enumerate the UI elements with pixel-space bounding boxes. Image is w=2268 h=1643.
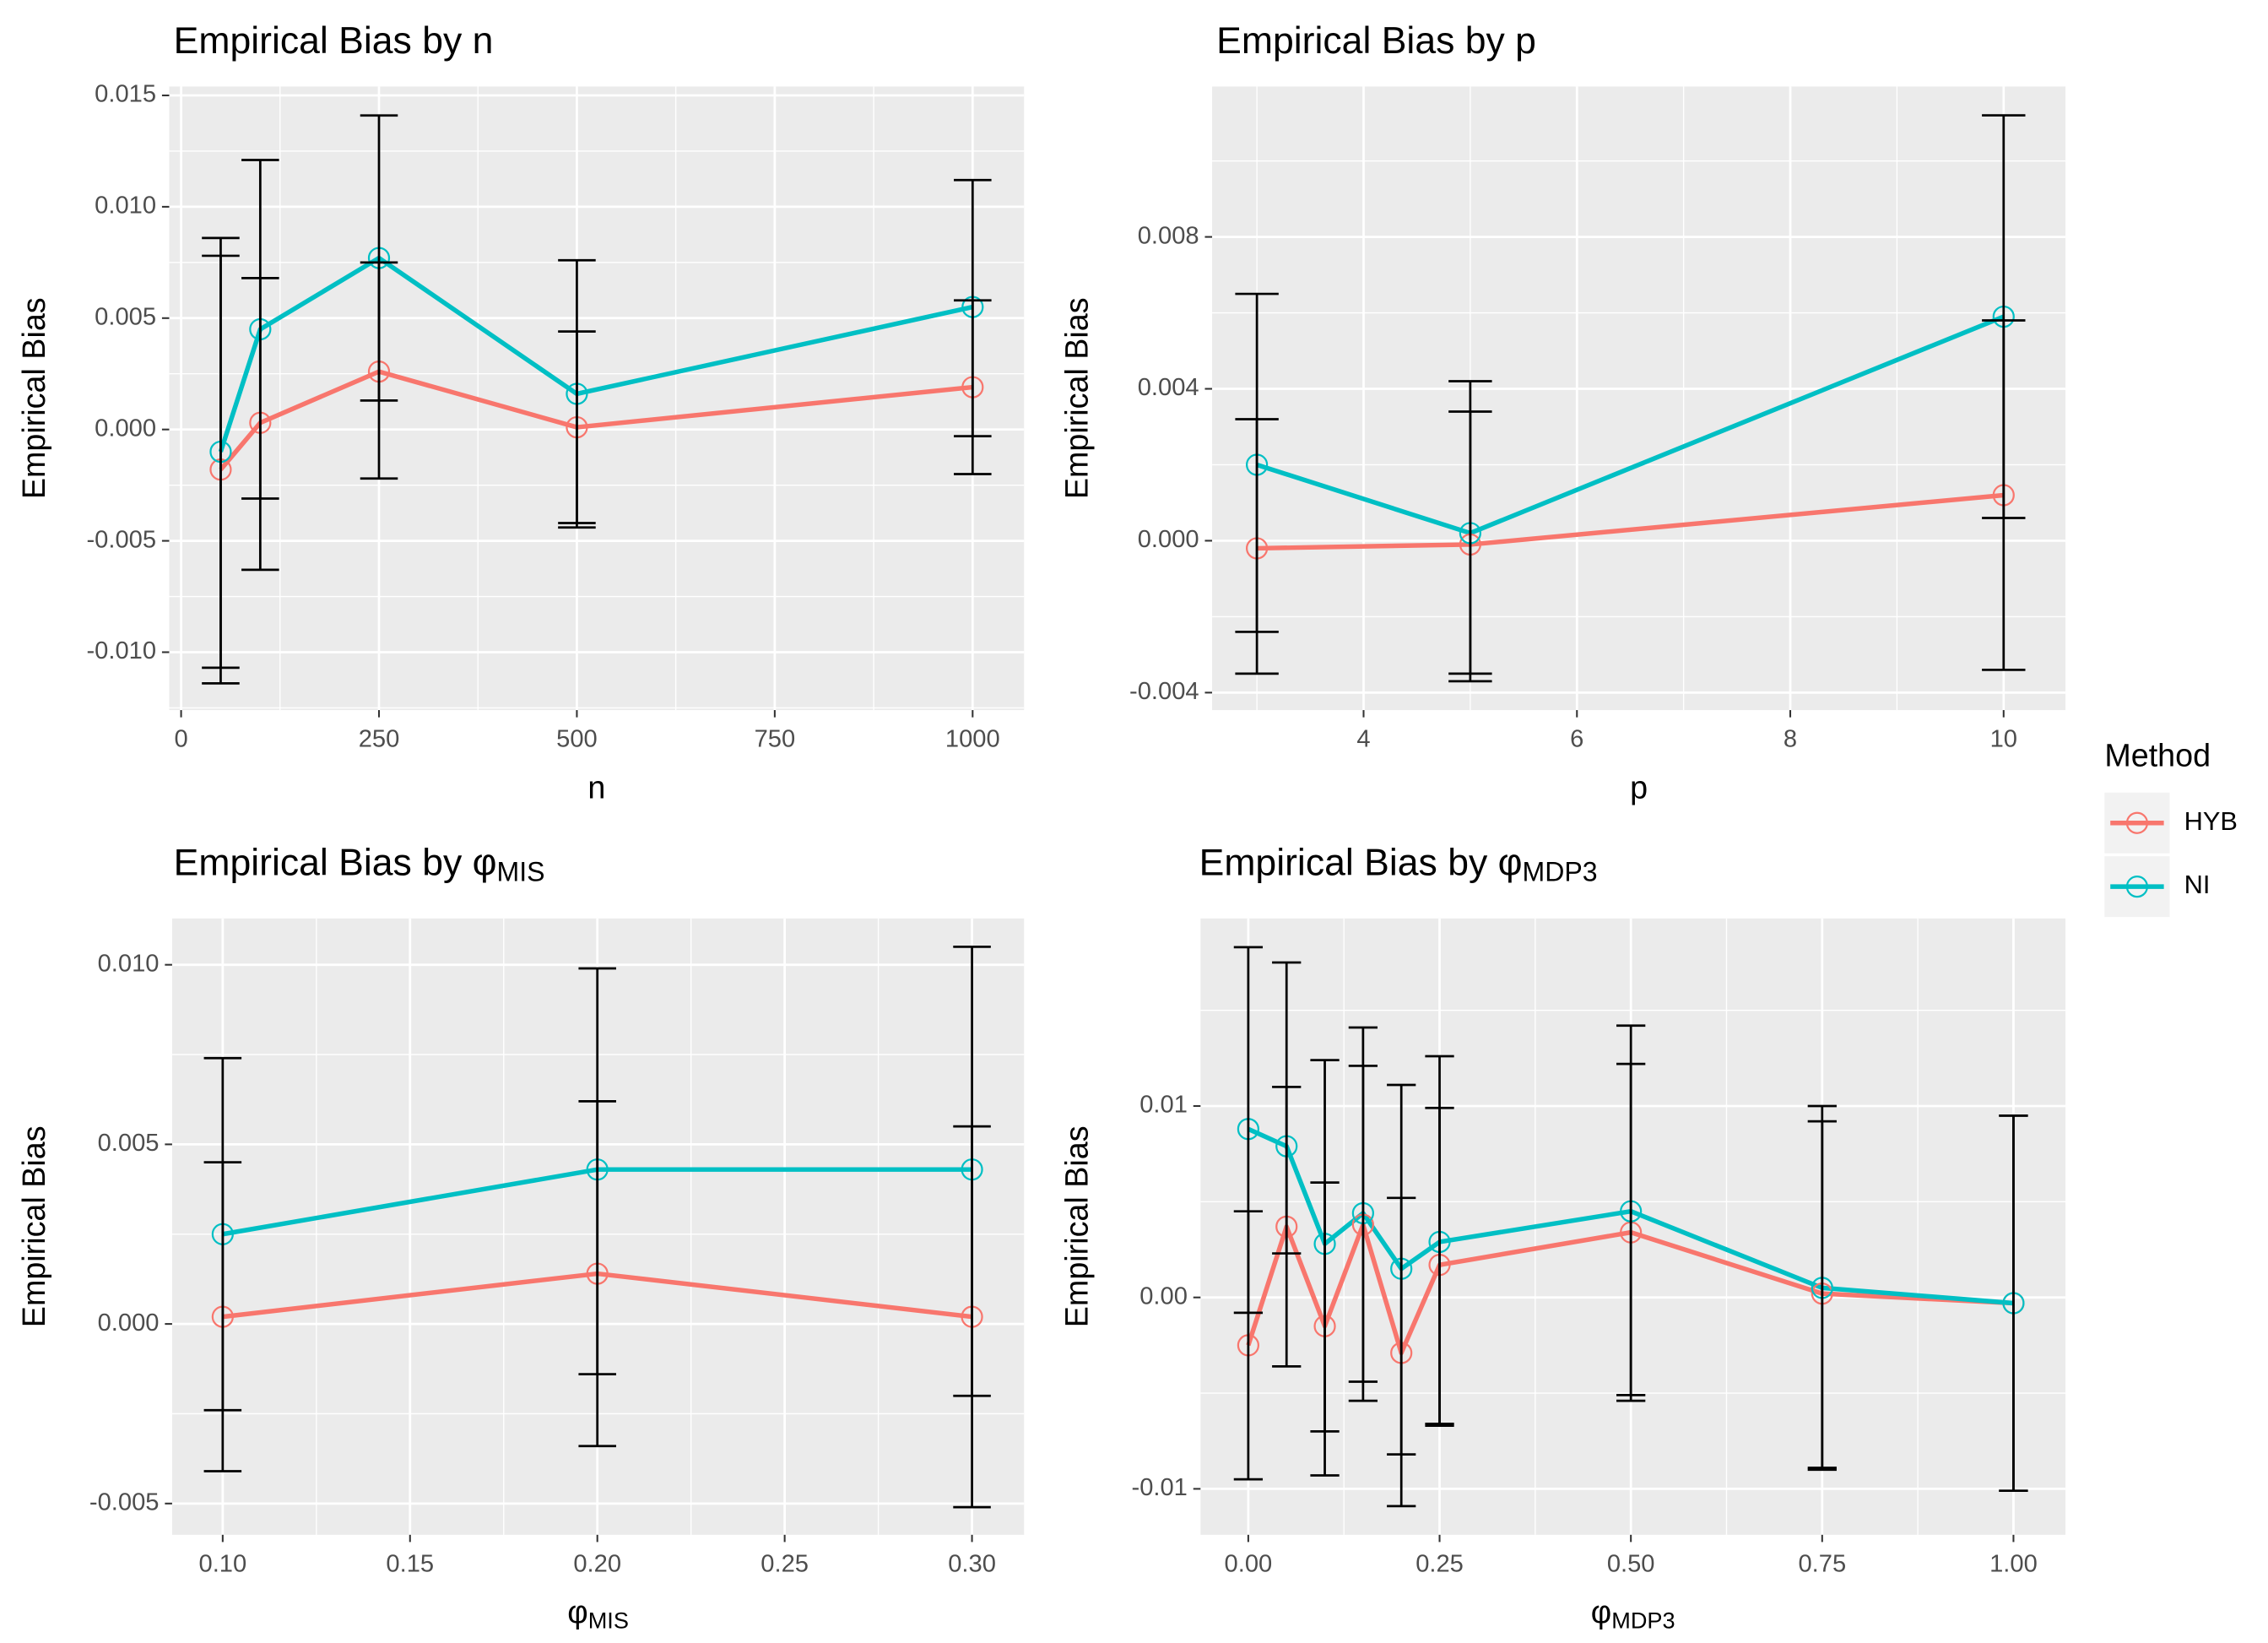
panel-background [1212, 86, 2066, 711]
legend-label: HYB [2184, 806, 2238, 836]
x-tick-label: 0.25 [761, 1551, 809, 1578]
x-tick-label: 1000 [945, 726, 1000, 753]
panel-background [169, 86, 1025, 711]
chart-title: Empirical Bias by φMIS [174, 842, 545, 887]
chart-title: Empirical Bias by φMDP3 [1199, 842, 1598, 887]
y-axis-label: Empirical Bias [16, 1125, 51, 1327]
legend-label: NI [2184, 870, 2211, 899]
y-tick-label: 0.000 [95, 415, 156, 442]
chart-title-text: Empirical Bias by p [1216, 20, 1536, 62]
x-tick-label: 0.20 [573, 1551, 621, 1578]
y-tick-label: -0.005 [86, 526, 156, 553]
y-tick-label: 0.005 [98, 1130, 160, 1157]
x-axis-label-subscript: MDP3 [1611, 1608, 1675, 1634]
y-tick-label: 0.01 [1139, 1092, 1188, 1119]
chart-title-text: Empirical Bias by n [174, 20, 494, 62]
y-tick-label: 0.015 [95, 81, 156, 108]
legend-key-point [2125, 811, 2149, 834]
chart-title: Empirical Bias by p [1216, 20, 1536, 62]
chart-title-subscript: MIS [497, 857, 545, 887]
x-tick-label: 0.50 [1607, 1551, 1655, 1578]
x-axis-label-text: φ [1591, 1594, 1611, 1629]
chart-title-text: Empirical Bias by φ [174, 842, 497, 883]
y-axis-label-text: Empirical Bias [1058, 297, 1094, 499]
y-tick-label: 0.008 [1138, 222, 1199, 249]
x-tick-label: 4 [1356, 726, 1370, 753]
y-tick-label: 0.000 [1138, 526, 1199, 553]
y-tick-label: 0.005 [95, 303, 156, 330]
x-tick-label: 750 [755, 726, 796, 753]
chart-title-subscript: MDP3 [1523, 857, 1598, 887]
x-axis-label-subscript: MIS [588, 1608, 629, 1634]
y-tick-label: 0.010 [98, 950, 160, 977]
x-axis-label: φMIS [567, 1594, 629, 1634]
y-axis-label-text: Empirical Bias [16, 297, 51, 499]
y-axis-label-text: Empirical Bias [1058, 1125, 1094, 1327]
y-axis-label-text: Empirical Bias [16, 1125, 51, 1327]
chart-title-text: Empirical Bias by φ [1199, 842, 1523, 883]
y-tick-label: -0.004 [1129, 678, 1199, 705]
x-tick-label: 0.15 [386, 1551, 434, 1578]
y-tick-label: 0.004 [1138, 374, 1199, 401]
y-tick-label: -0.010 [86, 637, 156, 664]
x-tick-label: 250 [359, 726, 400, 753]
x-axis-label: φMDP3 [1591, 1594, 1675, 1634]
x-tick-label: 0 [174, 726, 187, 753]
legend-title: Method [2104, 738, 2211, 773]
y-tick-label: -0.005 [89, 1489, 160, 1516]
x-tick-label: 0.30 [948, 1551, 996, 1578]
x-tick-label: 0.00 [1225, 1551, 1273, 1578]
x-tick-label: 6 [1570, 726, 1583, 753]
x-tick-label: 1.00 [1989, 1551, 2038, 1578]
y-tick-label: -0.01 [1132, 1474, 1188, 1501]
y-axis-label: Empirical Bias [16, 297, 51, 499]
x-tick-label: 8 [1784, 726, 1797, 753]
x-tick-label: 10 [1990, 726, 2017, 753]
chart-title: Empirical Bias by n [174, 20, 494, 62]
y-tick-label: 0.000 [98, 1310, 160, 1337]
x-axis-label: n [587, 769, 605, 805]
y-tick-label: 0.010 [95, 192, 156, 220]
y-axis-label: Empirical Bias [1058, 1125, 1094, 1327]
x-tick-label: 0.10 [199, 1551, 247, 1578]
x-axis-label: p [1630, 769, 1648, 805]
legend-key-point [2125, 876, 2149, 898]
x-tick-label: 0.25 [1415, 1551, 1464, 1578]
x-tick-label: 500 [556, 726, 598, 753]
y-tick-label: 0.00 [1139, 1282, 1188, 1310]
y-axis-label: Empirical Bias [1058, 297, 1094, 499]
x-axis-label-text: φ [567, 1594, 587, 1629]
x-axis-label-text: p [1630, 769, 1648, 805]
x-tick-label: 0.75 [1798, 1551, 1846, 1578]
x-axis-label-text: n [587, 769, 605, 805]
